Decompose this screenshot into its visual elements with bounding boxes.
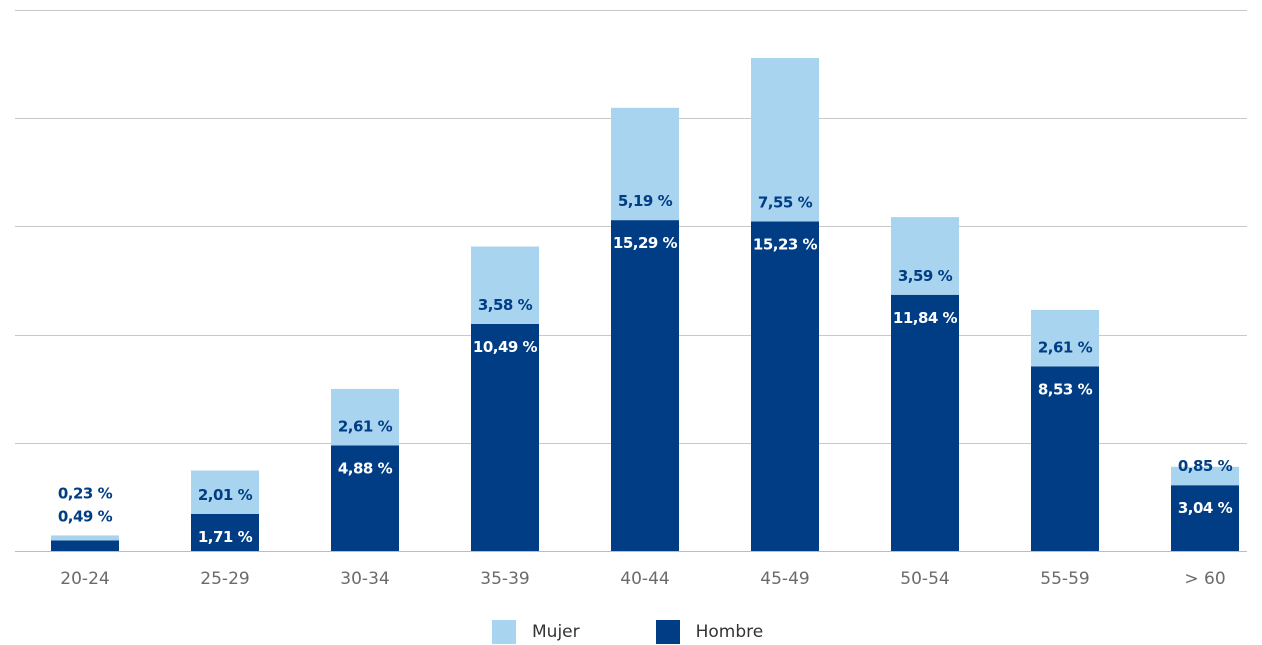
bar-hombre-4044 <box>611 220 679 552</box>
value-labels: 0,23 % 0,49 % 2,01 % 1,71 % 2,61 % 4,88 % 3,58… <box>58 192 1233 546</box>
bar-hombre-3034 <box>331 445 399 551</box>
bar-hombre-2024 <box>51 540 119 551</box>
bar-mujer-4549 <box>751 58 819 222</box>
bar-hombre-2529 <box>191 513 259 551</box>
x-axis-ticks: 20-24 25-29 30-34 35-39 40-44 45-49 50-54 55-59… <box>60 569 1225 589</box>
value-label-hombre: 0,49 % <box>58 507 113 525</box>
legend-swatch-mujer <box>492 620 516 644</box>
bar-hombre-3539 <box>471 323 539 551</box>
bar-hombre-5559 <box>1031 366 1099 551</box>
value-label-mujer: 0,85 % <box>1178 457 1233 475</box>
value-label-mujer: 3,59 % <box>898 267 953 285</box>
legend-label-mujer: Mujer <box>532 622 580 642</box>
legend-swatch-hombre <box>655 620 680 644</box>
value-label-mujer: 0,23 % <box>58 484 113 502</box>
bar-mujer-3539 <box>471 246 539 324</box>
x-tick-label: > 60 <box>1184 569 1225 589</box>
legend-label-hombre: Hombre <box>695 622 764 642</box>
legend-item-hombre: Hombre <box>655 620 764 644</box>
bar-mujer-60 <box>1171 466 1239 486</box>
x-tick-label: 30-34 <box>340 569 389 589</box>
value-label-hombre: 15,23 % <box>753 235 818 253</box>
value-label-mujer: 2,01 % <box>198 486 253 504</box>
bar-hombre-4549 <box>751 221 819 552</box>
x-tick-label: 55-59 <box>1040 569 1089 589</box>
legend-item-mujer: Mujer <box>492 620 580 644</box>
value-label-hombre: 3,04 % <box>1178 499 1233 517</box>
bar-mujer-4044 <box>611 107 679 221</box>
value-label-mujer: 2,61 % <box>1038 338 1093 356</box>
x-tick-label: 35-39 <box>480 569 529 589</box>
value-label-hombre: 8,53 % <box>1038 380 1093 398</box>
value-label-hombre: 10,49 % <box>473 338 538 356</box>
value-label-mujer: 7,55 % <box>758 193 813 211</box>
x-tick-label: 45-49 <box>760 569 809 589</box>
bar-mujer-5559 <box>1031 309 1099 367</box>
value-label-mujer: 3,58 % <box>478 296 533 314</box>
value-label-hombre: 1,71 % <box>198 528 253 546</box>
value-label-mujer: 2,61 % <box>338 417 393 435</box>
legend: Mujer Hombre <box>492 620 839 644</box>
bar-hombre-5054 <box>891 294 959 551</box>
x-tick-label: 50-54 <box>900 569 949 589</box>
bar-mujer-5054 <box>891 217 959 295</box>
x-tick-label: 25-29 <box>200 569 249 589</box>
x-tick-label: 40-44 <box>620 569 669 589</box>
bar-mujer-3034 <box>331 388 399 446</box>
bar-hombre-60 <box>1171 485 1239 551</box>
bar-mujer-2024 <box>51 535 119 541</box>
bar-mujer-2529 <box>191 470 259 514</box>
bars <box>51 58 1239 552</box>
value-label-mujer: 5,19 % <box>618 192 673 210</box>
value-label-hombre: 15,29 % <box>613 234 678 252</box>
value-label-hombre: 11,84 % <box>893 309 958 327</box>
value-label-hombre: 4,88 % <box>338 459 393 477</box>
x-tick-label: 20-24 <box>60 569 109 589</box>
